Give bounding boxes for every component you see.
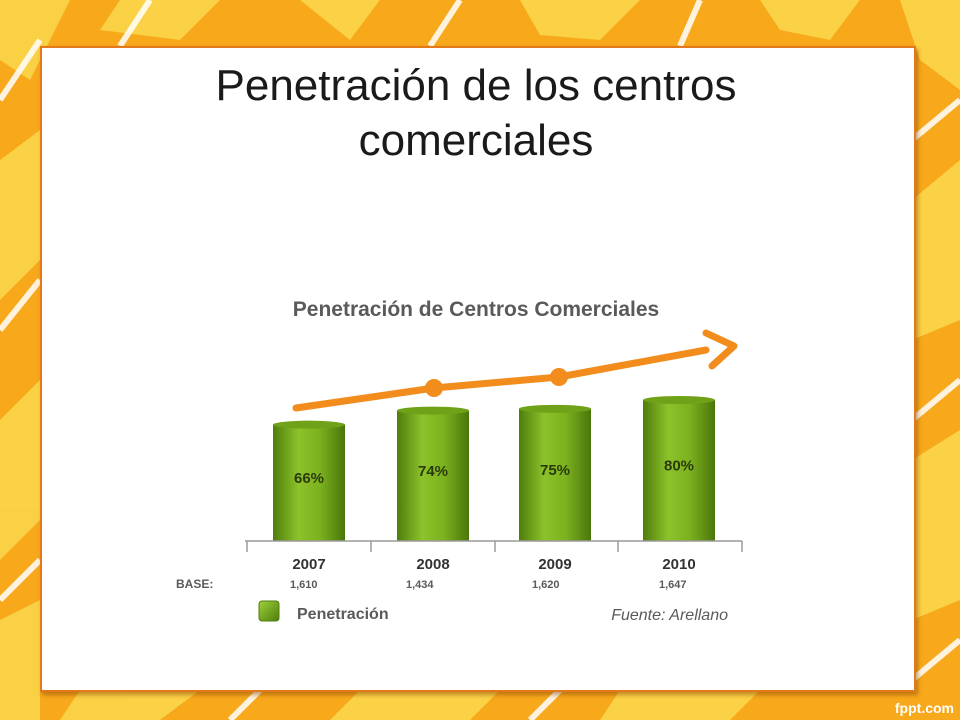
base-value: 1,434 xyxy=(406,579,434,591)
bar-cap-2008 xyxy=(397,406,469,415)
base-value: 1,620 xyxy=(532,579,560,591)
bar-2009 xyxy=(519,408,591,541)
trend-marker xyxy=(550,368,568,386)
bar-2008 xyxy=(397,410,469,541)
trend-arrow xyxy=(292,329,738,412)
slide-title-line1: Penetración de los centros xyxy=(215,61,737,110)
bar-2010 xyxy=(643,400,715,541)
bar-cap-2007 xyxy=(273,420,345,429)
bar-2007 xyxy=(273,424,345,541)
chart-title: Penetración de Centros Comerciales xyxy=(293,298,659,321)
slide-title-line2: comerciales xyxy=(358,116,594,165)
bar-cap-2009 xyxy=(519,404,591,413)
trend-marker xyxy=(425,379,443,397)
slide-title: Penetración de los centros comerciales xyxy=(40,58,912,168)
base-value: 1,610 xyxy=(290,579,318,591)
source-note: Fuente: Arellano xyxy=(611,607,728,624)
bar-value-label: 75% xyxy=(540,462,570,479)
base-value: 1,647 xyxy=(659,579,687,591)
bar-cap-2010 xyxy=(643,396,715,404)
category-label: 2009 xyxy=(538,556,571,573)
base-values: 1,610 1,434 1,620 1,647 xyxy=(290,579,687,591)
trend-arrowhead xyxy=(702,329,738,370)
bar-value-label: 80% xyxy=(664,458,694,475)
category-label: 2007 xyxy=(292,556,325,573)
base-label: BASE: xyxy=(176,577,213,591)
bar-value-label: 66% xyxy=(294,470,324,487)
trend-line xyxy=(292,346,710,412)
bar-value-label: 74% xyxy=(418,463,448,480)
legend-label: Penetración xyxy=(297,606,389,623)
axis-labels: 2007 2008 2009 2010 xyxy=(246,541,743,573)
watermark: fppt.com xyxy=(894,700,954,716)
category-label: 2010 xyxy=(662,556,695,573)
bars-layer: 66% 74% 75% 80% xyxy=(273,396,715,541)
legend-swatch xyxy=(258,600,280,622)
category-label: 2008 xyxy=(416,556,449,573)
